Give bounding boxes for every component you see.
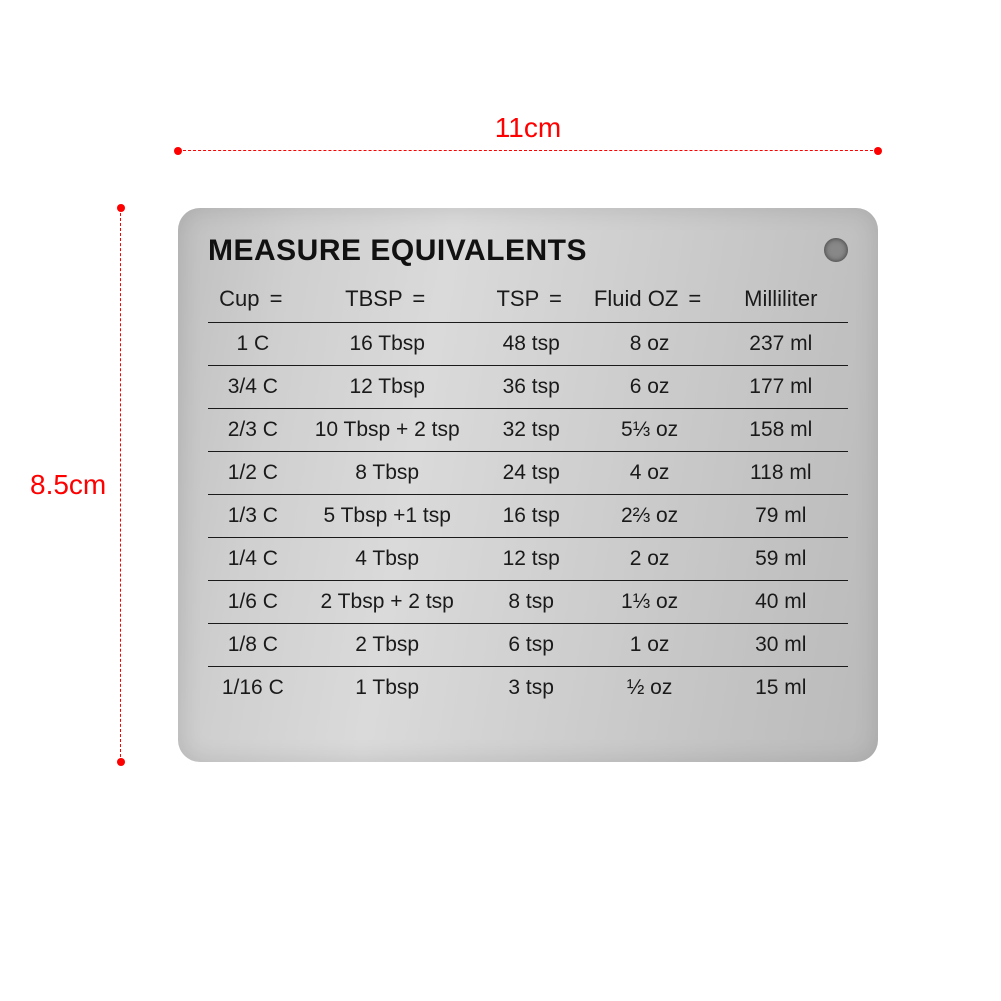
col-header-tsp-label: TSP (496, 286, 538, 311)
cell-tbsp: 8 Tbsp (298, 452, 477, 495)
table-row: 1/16 C1 Tbsp3 tsp½ oz15 ml (208, 667, 848, 710)
hang-hole-icon (824, 238, 848, 262)
cell-cup: 1/16 C (208, 667, 298, 710)
cell-cup: 1/3 C (208, 495, 298, 538)
dimension-width-line (178, 150, 878, 151)
cell-tsp: 3 tsp (477, 667, 586, 710)
col-header-ml: Milliliter (714, 286, 848, 323)
cell-floz: 8 oz (586, 323, 714, 366)
cell-tsp: 24 tsp (477, 452, 586, 495)
table-header-row: Cup = TBSP = TSP = Fluid OZ = (208, 286, 848, 323)
cell-floz: ½ oz (586, 667, 714, 710)
col-sep: = (549, 286, 562, 312)
cell-ml: 30 ml (714, 624, 848, 667)
cell-tbsp: 4 Tbsp (298, 538, 477, 581)
col-header-tbsp: TBSP = (298, 286, 477, 323)
cell-ml: 237 ml (714, 323, 848, 366)
cell-tsp: 12 tsp (477, 538, 586, 581)
cell-tbsp: 2 Tbsp + 2 tsp (298, 581, 477, 624)
col-header-tbsp-label: TBSP (345, 286, 402, 311)
cell-floz: 4 oz (586, 452, 714, 495)
dimension-height-line (120, 208, 121, 762)
cell-tbsp: 2 Tbsp (298, 624, 477, 667)
table-row: 1/6 C2 Tbsp + 2 tsp8 tsp1⅓ oz40 ml (208, 581, 848, 624)
cell-ml: 15 ml (714, 667, 848, 710)
cell-floz: 6 oz (586, 366, 714, 409)
dimension-height: 8.5cm (120, 208, 121, 762)
col-header-floz: Fluid OZ = (586, 286, 714, 323)
cell-cup: 1 C (208, 323, 298, 366)
col-sep: = (412, 286, 425, 312)
cell-cup: 1/4 C (208, 538, 298, 581)
table-row: 1/4 C4 Tbsp12 tsp2 oz59 ml (208, 538, 848, 581)
col-header-tsp: TSP = (477, 286, 586, 323)
stage: 11cm 8.5cm MEASURE EQUIVALENTS Cup = TBS… (0, 0, 1001, 1001)
measure-card: MEASURE EQUIVALENTS Cup = TBSP = TSP (178, 208, 878, 762)
cell-tsp: 6 tsp (477, 624, 586, 667)
cell-cup: 1/2 C (208, 452, 298, 495)
cell-tbsp: 12 Tbsp (298, 366, 477, 409)
cell-floz: 1 oz (586, 624, 714, 667)
cell-tsp: 8 tsp (477, 581, 586, 624)
table-row: 3/4 C12 Tbsp36 tsp6 oz177 ml (208, 366, 848, 409)
table-row: 1 C16 Tbsp48 tsp8 oz237 ml (208, 323, 848, 366)
cell-floz: 2⅔ oz (586, 495, 714, 538)
table-row: 2/3 C10 Tbsp + 2 tsp32 tsp5⅓ oz158 ml (208, 409, 848, 452)
cell-tsp: 32 tsp (477, 409, 586, 452)
table-row: 1/3 C5 Tbsp +1 tsp16 tsp2⅔ oz79 ml (208, 495, 848, 538)
dimension-height-label: 8.5cm (30, 469, 106, 501)
cell-cup: 1/8 C (208, 624, 298, 667)
table-row: 1/2 C8 Tbsp24 tsp4 oz118 ml (208, 452, 848, 495)
dimension-width-label: 11cm (495, 112, 561, 144)
cell-ml: 79 ml (714, 495, 848, 538)
cell-tsp: 16 tsp (477, 495, 586, 538)
col-sep: = (270, 286, 283, 312)
cell-cup: 3/4 C (208, 366, 298, 409)
col-header-ml-label: Milliliter (744, 286, 817, 311)
cell-floz: 2 oz (586, 538, 714, 581)
cell-tbsp: 16 Tbsp (298, 323, 477, 366)
col-header-cup-label: Cup (219, 286, 259, 311)
dimension-width: 11cm (178, 150, 878, 151)
cell-cup: 1/6 C (208, 581, 298, 624)
cell-cup: 2/3 C (208, 409, 298, 452)
cell-tsp: 48 tsp (477, 323, 586, 366)
equivalents-table: Cup = TBSP = TSP = Fluid OZ = (208, 286, 848, 709)
cell-tbsp: 5 Tbsp +1 tsp (298, 495, 477, 538)
col-header-floz-label: Fluid OZ (594, 286, 678, 311)
cell-ml: 158 ml (714, 409, 848, 452)
col-sep: = (688, 286, 701, 312)
cell-tsp: 36 tsp (477, 366, 586, 409)
cell-ml: 118 ml (714, 452, 848, 495)
table-body: 1 C16 Tbsp48 tsp8 oz237 ml3/4 C12 Tbsp36… (208, 323, 848, 710)
cell-ml: 59 ml (714, 538, 848, 581)
cell-floz: 5⅓ oz (586, 409, 714, 452)
cell-ml: 40 ml (714, 581, 848, 624)
cell-floz: 1⅓ oz (586, 581, 714, 624)
table-row: 1/8 C2 Tbsp6 tsp1 oz30 ml (208, 624, 848, 667)
card-title: MEASURE EQUIVALENTS (208, 234, 848, 268)
col-header-cup: Cup = (208, 286, 298, 323)
cell-tbsp: 10 Tbsp + 2 tsp (298, 409, 477, 452)
cell-ml: 177 ml (714, 366, 848, 409)
cell-tbsp: 1 Tbsp (298, 667, 477, 710)
